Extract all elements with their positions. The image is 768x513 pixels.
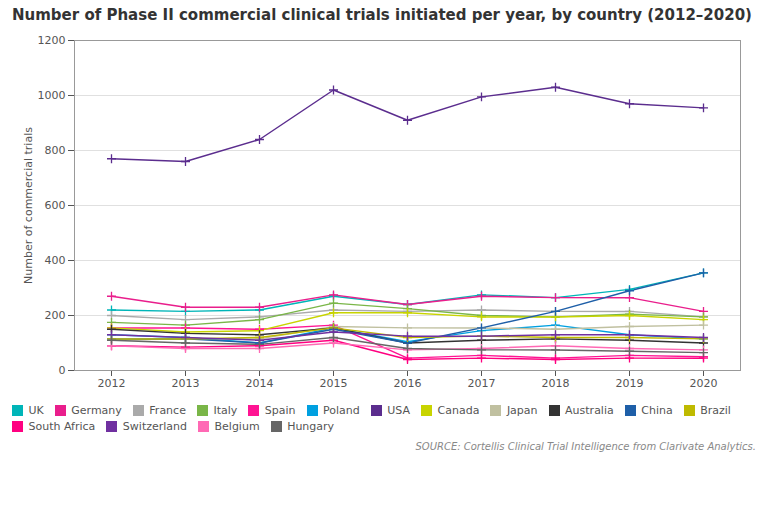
html-text:Italy: Italy: [213, 403, 238, 417]
svg-text:2016: 2016: [394, 377, 422, 390]
svg-text:2018: 2018: [542, 377, 570, 390]
svg-text:Number of commercial trials: Number of commercial trials: [22, 127, 35, 284]
html-text:Germany: Germany: [71, 403, 122, 417]
html-text:Brazil: Brazil: [700, 403, 731, 417]
svg-text:200: 200: [45, 309, 66, 322]
html-text:Spain: Spain: [264, 403, 296, 417]
svg-text:2015: 2015: [320, 377, 348, 390]
svg-text:2012: 2012: [98, 377, 126, 390]
html-text:SOURCE: Cortellis Clinical Tri: SOURCE: Cortellis Clinical Trial Intelli…: [415, 440, 756, 452]
svg-text:400: 400: [45, 254, 66, 267]
svg-text:2014: 2014: [246, 377, 274, 390]
html-text:France: France: [149, 403, 186, 417]
svg-text:2017: 2017: [468, 377, 496, 390]
html-text:Japan: Japan: [506, 403, 538, 417]
svg-text:2019: 2019: [616, 377, 644, 390]
svg-text:600: 600: [45, 199, 66, 212]
html-text:South Africa: South Africa: [28, 420, 96, 434]
svg-text:1200: 1200: [38, 34, 66, 47]
html-text:USA: USA: [387, 403, 410, 417]
html-text:Number of Phase II commercial: Number of Phase II commercial clinical t…: [12, 6, 752, 24]
html-text:Hungary: Hungary: [287, 420, 335, 434]
html-text:Australia: Australia: [565, 403, 614, 417]
svg-text:800: 800: [45, 144, 66, 157]
html-text:Switzerland: Switzerland: [122, 420, 187, 434]
html-text:Belgium: Belgium: [214, 420, 260, 434]
svg-text:2013: 2013: [172, 377, 200, 390]
svg-text:2020: 2020: [690, 377, 718, 390]
html-text:UK: UK: [28, 403, 44, 417]
html-text:Poland: Poland: [323, 403, 360, 417]
html-text:China: China: [641, 403, 673, 417]
svg-text:0: 0: [59, 364, 66, 377]
svg-text:1000: 1000: [38, 89, 66, 102]
html-text:Canada: Canada: [437, 403, 480, 417]
